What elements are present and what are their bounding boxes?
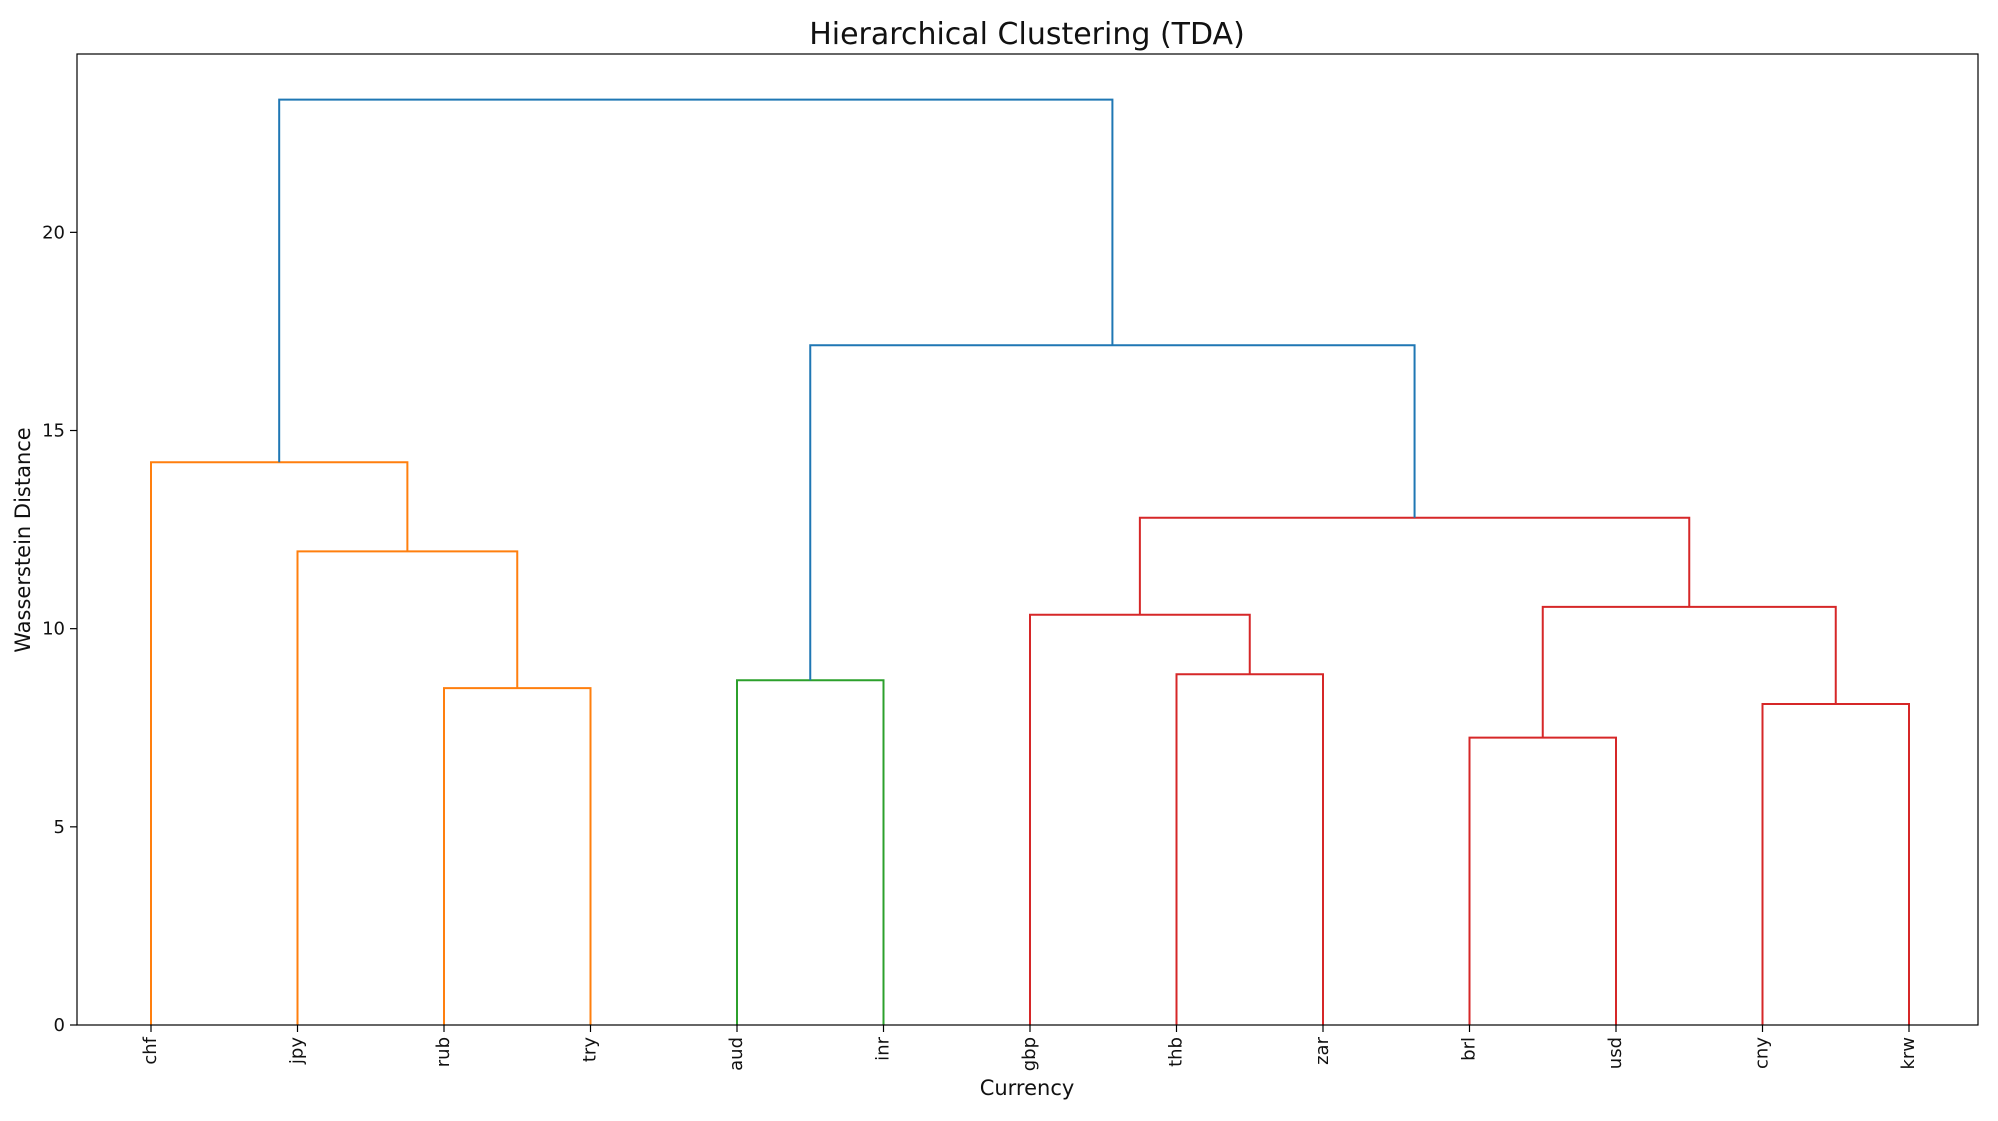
y-tick-label: 5 (54, 817, 65, 838)
leaf-label-jpy: jpy (287, 1037, 308, 1065)
y-tick-label: 0 (54, 1015, 65, 1036)
leaf-label-cny: cny (1752, 1037, 1773, 1069)
dendrogram-link-brl-usd--cny-krw (1541, 605, 1837, 738)
x-axis: chf jpy rub try aud inr gbp thb zar brl usd cny krw (140, 1025, 1919, 1071)
dendrogram-link-aud-inr--gbp-thb-zar-brl-usd-cny-krw (809, 344, 1416, 681)
dendrogram-link-aud--inr (736, 679, 885, 1025)
leaf-label-thb: thb (1166, 1037, 1187, 1067)
dendrogram-link-brl--usd (1468, 736, 1617, 1025)
dendrogram-link-chf--jpy-rub-try (150, 461, 409, 1025)
plot-frame (76, 53, 1979, 1026)
y-axis-label: Wasserstein Distance (11, 427, 35, 652)
y-axis: 0 5 10 15 20 (42, 222, 77, 1036)
dendrogram-link-gbp-thb-zar--brl-usd-cny-krw (1138, 516, 1691, 615)
leaf-label-rub: rub (433, 1037, 454, 1067)
chart-title: Hierarchical Clustering (TDA) (809, 17, 1245, 52)
dendrogram-link-jpy--rub-try (296, 550, 519, 1025)
leaf-label-gbp: gbp (1019, 1037, 1040, 1071)
dendrogram-link-cny--krw (1761, 702, 1910, 1025)
dendrogram-link-rub--try (443, 687, 592, 1025)
dendrogram-link-thb--zar (1175, 673, 1324, 1025)
y-tick-label: 10 (42, 619, 65, 640)
dendrogram-link-chf-jpy-rub-try--aud-inr-gbp-thb-zar-brl-usd-cny-krw (278, 98, 1114, 463)
y-tick-label: 20 (42, 222, 65, 243)
leaf-label-brl: brl (1459, 1037, 1480, 1061)
leaf-label-inr: inr (873, 1036, 894, 1060)
leaf-label-usd: usd (1605, 1037, 1626, 1069)
dendrogram-links (150, 98, 1910, 1025)
leaf-label-aud: aud (726, 1037, 747, 1071)
leaf-label-zar: zar (1312, 1036, 1333, 1064)
dendrogram-link-gbp--thb-zar (1029, 613, 1251, 1025)
leaf-label-krw: krw (1898, 1037, 1919, 1070)
x-axis-label: Currency (980, 1076, 1075, 1100)
leaf-label-chf: chf (140, 1036, 161, 1064)
leaf-label-try: try (580, 1037, 601, 1062)
y-tick-label: 15 (42, 421, 65, 442)
